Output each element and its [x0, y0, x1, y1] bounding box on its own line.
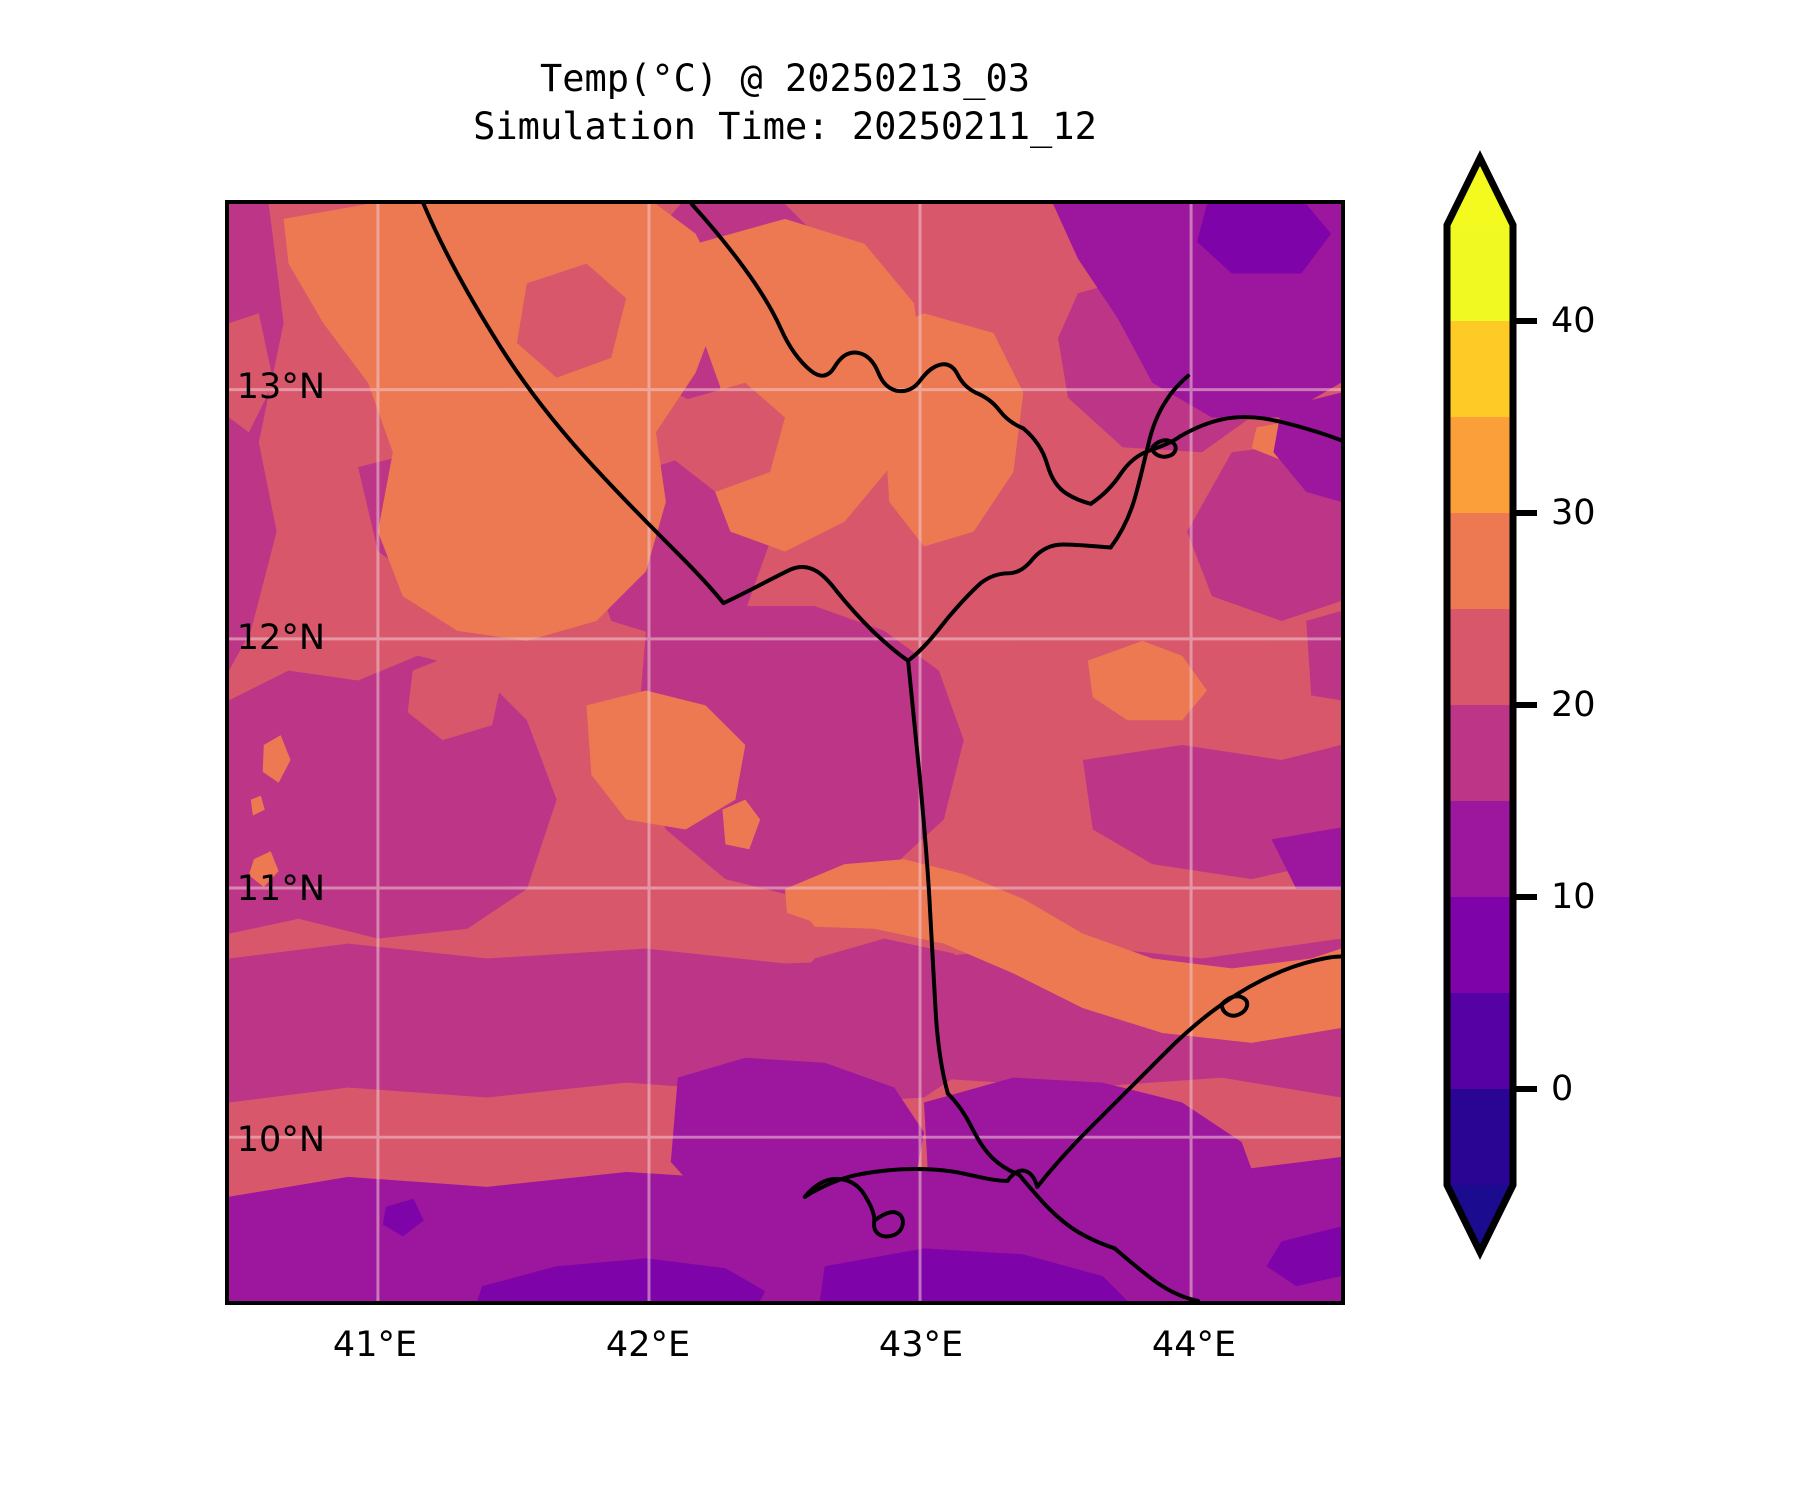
title-line-1: Temp(°C) @ 20250213_03	[539, 57, 1031, 100]
title-line-2: Simulation Time: 20250211_12	[473, 105, 1097, 149]
map-axes	[225, 200, 1345, 1305]
colorbar-tick-label-10: 10	[1551, 877, 1596, 917]
ytick-label-11N: 11°N	[236, 869, 325, 909]
colorbar-tick-label-30: 30	[1551, 493, 1596, 533]
colorbar-tick-label-40: 40	[1551, 301, 1596, 341]
xtick-label-42E: 42°E	[605, 1325, 691, 1365]
ytick-label-12N: 12°N	[236, 618, 325, 658]
xtick-label-43E: 43°E	[878, 1325, 964, 1365]
colorbar: 0 10 20 30 40	[1425, 150, 1725, 1330]
ytick-label-13N: 13°N	[236, 367, 325, 407]
colorbar-tick-label-0: 0	[1551, 1069, 1574, 1109]
chart-title: Temp(°C) @ 20250213_03 Simulation Time: …	[225, 55, 1345, 151]
temperature-contour-field	[229, 204, 1341, 1301]
xtick-label-41E: 41°E	[332, 1325, 418, 1365]
xtick-label-44E: 44°E	[1151, 1325, 1237, 1365]
ytick-label-10N: 10°N	[236, 1120, 325, 1160]
colorbar-tick-label-20: 20	[1551, 685, 1596, 725]
